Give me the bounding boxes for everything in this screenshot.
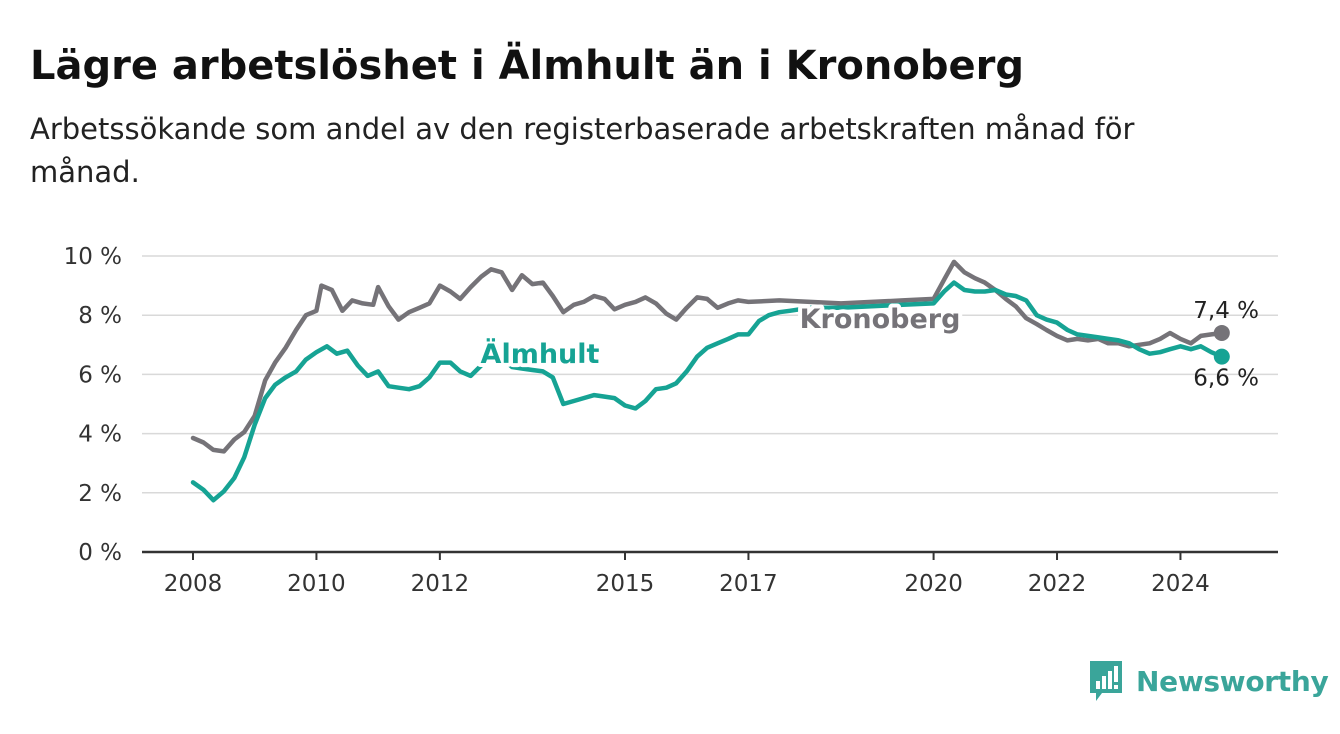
gridlines: [142, 255, 1278, 554]
series-line: [190, 280, 1225, 503]
brand-logo: Newsworthy: [1088, 658, 1329, 704]
series-label-almhult: Älmhult: [481, 338, 600, 370]
series-end-dot: [1213, 324, 1230, 341]
y-tick-label: 10 %: [64, 244, 122, 270]
y-axis-ticks: 0 % 2 % 4 % 6 % 8 % 10 %: [64, 244, 122, 566]
x-tick-label: 2008: [164, 571, 223, 597]
series-end-dot: [1213, 348, 1230, 365]
x-tick-label: 2015: [596, 571, 655, 597]
series-end-label: 6,6 %: [1193, 366, 1259, 392]
y-tick-label: 4 %: [78, 422, 122, 448]
newsworthy-logo-icon: [1090, 661, 1122, 701]
chart-title: Lägre arbetslöshet i Älmhult än i Kronob…: [30, 43, 1024, 89]
series-lines: [190, 259, 1230, 503]
x-axis-ticks: 2008 2010 2012 2015 2017 2020 2022 2024: [164, 552, 1210, 597]
chart-subtitle: Arbetssökande som andel av den registerb…: [30, 112, 1135, 189]
y-tick-label: 2 %: [78, 481, 122, 507]
y-tick-label: 6 %: [78, 362, 122, 388]
brand-name: Newsworthy: [1136, 664, 1329, 698]
y-tick-label: 8 %: [78, 303, 122, 329]
y-tick-label: 0 %: [78, 540, 122, 566]
x-tick-label: 2022: [1028, 571, 1087, 597]
line-chart: 0 % 2 % 4 % 6 % 8 % 10 % 2008 2010 2012 2015 2017…: [64, 244, 1278, 597]
x-tick-label: 2024: [1151, 571, 1210, 597]
series-labels: 7,4 % 6,6 % Kronoberg Älmhult: [477, 298, 1259, 392]
x-tick-label: 2017: [719, 571, 778, 597]
series-line: [190, 259, 1225, 454]
x-tick-label: 2020: [904, 571, 963, 597]
series-end-label: 7,4 %: [1193, 298, 1259, 324]
x-tick-label: 2012: [411, 571, 470, 597]
series-label-kronoberg: Kronoberg: [800, 304, 961, 335]
x-tick-label: 2010: [287, 571, 346, 597]
